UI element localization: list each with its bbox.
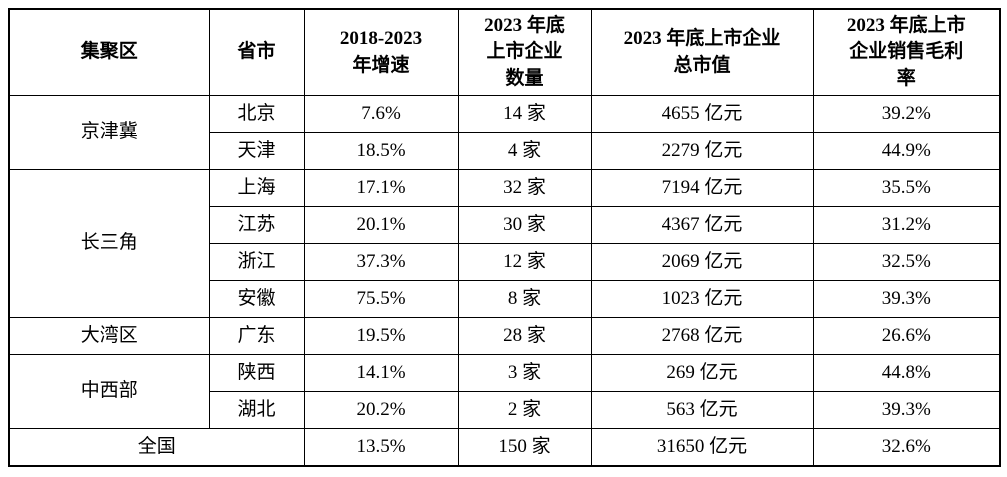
margin-cell: 44.8% — [812, 354, 1001, 392]
region-cell: 京津冀 — [8, 95, 210, 170]
growth-cell: 20.2% — [303, 391, 459, 429]
table-row: 京津冀 北京 7.6% 14 家 4655 亿元 39.2% — [8, 95, 1001, 170]
province-cell: 江苏 — [208, 206, 305, 244]
region-cell: 中西部 — [8, 354, 210, 429]
value-cell: 1023 亿元 — [590, 280, 814, 318]
margin-cell: 39.2% — [812, 95, 1001, 133]
province-cell: 浙江 — [208, 243, 305, 281]
margin-cell: 39.3% — [812, 280, 1001, 318]
province-cell: 湖北 — [208, 391, 305, 429]
count-cell: 3 家 — [457, 354, 592, 392]
margin-cell: 44.9% — [812, 132, 1001, 170]
value-cell: 4367 亿元 — [590, 206, 814, 244]
table-body: 京津冀 北京 7.6% 14 家 4655 亿元 39.2% 天津 18.5% … — [8, 95, 1001, 467]
margin-cell: 35.5% — [812, 169, 1001, 207]
region-cell: 长三角 — [8, 169, 210, 318]
table-row: 天津 18.5% 4 家 2279 亿元 44.9% — [9, 132, 1001, 170]
col-header-listed-count: 2023 年底 上市企业 数量 — [457, 8, 592, 96]
count-cell: 4 家 — [457, 132, 592, 170]
province-cell: 陕西 — [208, 354, 305, 392]
value-cell: 7194 亿元 — [590, 169, 814, 207]
table-row: 大湾区 广东 19.5% 28 家 2768 亿元 26.6% — [8, 317, 1001, 355]
value-cell: 269 亿元 — [590, 354, 814, 392]
industry-cluster-table: 集聚区 省市 2018-2023 年增速 2023 年底 上市企业 数量 202… — [8, 8, 1001, 467]
count-cell: 14 家 — [457, 95, 592, 133]
count-cell: 28 家 — [457, 317, 592, 355]
province-cell: 上海 — [208, 169, 305, 207]
growth-cell: 18.5% — [303, 132, 459, 170]
value-cell: 563 亿元 — [590, 391, 814, 429]
table-row-national-total: 全国 13.5% 150 家 31650 亿元 32.6% — [8, 428, 1001, 467]
col-header-growth-rate: 2018-2023 年增速 — [303, 8, 459, 96]
count-cell: 30 家 — [457, 206, 592, 244]
growth-cell: 13.5% — [303, 428, 459, 467]
margin-cell: 26.6% — [812, 317, 1001, 355]
count-cell: 8 家 — [457, 280, 592, 318]
province-cell: 广东 — [208, 317, 305, 355]
margin-cell: 32.5% — [812, 243, 1001, 281]
count-cell: 2 家 — [457, 391, 592, 429]
growth-cell: 17.1% — [303, 169, 459, 207]
table-row: 长三角 上海 17.1% 32 家 7194 亿元 35.5% — [8, 169, 1001, 318]
growth-cell: 7.6% — [303, 95, 459, 133]
col-header-market-value: 2023 年底上市企业 总市值 — [590, 8, 814, 96]
growth-cell: 37.3% — [303, 243, 459, 281]
province-cell: 天津 — [208, 132, 305, 170]
col-header-gross-margin: 2023 年底上市 企业销售毛利 率 — [812, 8, 1001, 96]
table-row: 中西部 陕西 14.1% 3 家 269 亿元 44.8% — [8, 354, 1001, 429]
header-row: 集聚区 省市 2018-2023 年增速 2023 年底 上市企业 数量 202… — [8, 8, 1001, 96]
table-row: 江苏 20.1% 30 家 4367 亿元 31.2% — [9, 206, 1001, 244]
value-cell: 2069 亿元 — [590, 243, 814, 281]
province-cell: 北京 — [208, 95, 305, 133]
growth-cell: 75.5% — [303, 280, 459, 318]
province-cell: 安徽 — [208, 280, 305, 318]
value-cell: 2279 亿元 — [590, 132, 814, 170]
table-header: 集聚区 省市 2018-2023 年增速 2023 年底 上市企业 数量 202… — [8, 8, 1001, 96]
count-cell: 32 家 — [457, 169, 592, 207]
count-cell: 150 家 — [457, 428, 592, 467]
growth-cell: 19.5% — [303, 317, 459, 355]
margin-cell: 32.6% — [812, 428, 1001, 467]
region-cell: 大湾区 — [8, 317, 210, 355]
table-row: 湖北 20.2% 2 家 563 亿元 39.3% — [9, 391, 1001, 429]
national-total-label-cell: 全国 — [8, 428, 305, 467]
count-cell: 12 家 — [457, 243, 592, 281]
value-cell: 2768 亿元 — [590, 317, 814, 355]
col-header-cluster-region: 集聚区 — [8, 8, 210, 96]
table-row: 浙江 37.3% 12 家 2069 亿元 32.5% — [9, 243, 1001, 281]
value-cell: 31650 亿元 — [590, 428, 814, 467]
col-header-province: 省市 — [208, 8, 305, 96]
table-row: 安徽 75.5% 8 家 1023 亿元 39.3% — [9, 280, 1001, 318]
value-cell: 4655 亿元 — [590, 95, 814, 133]
growth-cell: 20.1% — [303, 206, 459, 244]
margin-cell: 39.3% — [812, 391, 1001, 429]
growth-cell: 14.1% — [303, 354, 459, 392]
margin-cell: 31.2% — [812, 206, 1001, 244]
